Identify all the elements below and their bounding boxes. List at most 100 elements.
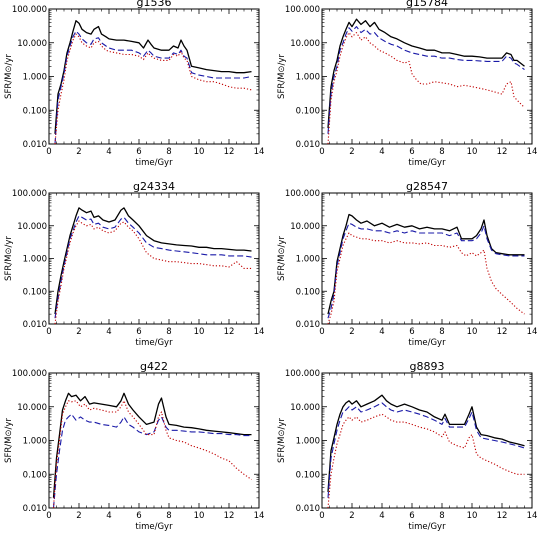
x-axis-label: time/Gyr <box>135 522 173 532</box>
y-tick-label: 100.000 <box>12 369 47 379</box>
plot-frame <box>48 8 260 145</box>
x-tick-label: 6 <box>136 327 141 337</box>
series-line-dashed <box>54 215 252 319</box>
y-axis-label: SFR/M⊙/yr <box>4 54 14 99</box>
x-tick-label: 10 <box>467 511 478 521</box>
x-tick-label: 0 <box>46 147 51 157</box>
x-tick-label: 10 <box>467 327 478 337</box>
y-axis-label: SFR/M⊙/yr <box>4 418 14 463</box>
y-tick-label: 1.000 <box>23 437 47 447</box>
y-tick-label: 1.000 <box>23 73 47 83</box>
series-line-solid <box>327 394 525 492</box>
x-tick-label: 0 <box>319 327 324 337</box>
chart-title: g15784 <box>406 0 448 9</box>
x-tick-label: 0 <box>319 511 324 521</box>
chart-panel: g15784 0 2 4 6 8 10 12 14 0.010 0.100 1.000 10.000 10… <box>277 0 537 168</box>
x-tick-label: 12 <box>497 147 508 157</box>
x-tick-label: 4 <box>106 327 111 337</box>
series-line-dotted <box>52 400 252 508</box>
y-tick-label: 10.000 <box>290 39 320 49</box>
series-line-dashed <box>52 413 252 508</box>
x-tick-label: 8 <box>439 511 444 521</box>
y-tick-label: 100.000 <box>285 369 320 379</box>
chart-panel: g24334 0 2 4 6 8 10 12 14 0.010 0.100 1.000 10.000 10… <box>4 180 264 348</box>
y-tick-label: 10.000 <box>17 39 47 49</box>
chart-panel: g28547 0 2 4 6 8 10 12 14 0.010 0.100 1.000 10.000 10… <box>277 180 537 348</box>
y-tick-label: 1.000 <box>296 437 320 447</box>
y-tick-label: 0.100 <box>23 470 47 480</box>
x-tick-label: 4 <box>106 511 111 521</box>
series-line-dashed <box>327 222 525 319</box>
x-tick-label: 4 <box>106 147 111 157</box>
x-tick-label: 8 <box>166 511 171 521</box>
series-line-dashed <box>327 402 525 498</box>
y-tick-label: 0.010 <box>296 320 320 330</box>
x-tick-label: 10 <box>467 147 478 157</box>
y-tick-label: 100.000 <box>285 189 320 199</box>
x-tick-label: 2 <box>76 147 81 157</box>
series-line-dashed <box>54 30 252 144</box>
chart-title: g8893 <box>410 360 445 373</box>
y-tick-label: 0.100 <box>23 287 47 297</box>
x-axis-label: time/Gyr <box>135 338 173 348</box>
y-axis-label: SFR/M⊙/yr <box>277 418 287 463</box>
x-tick-label: 14 <box>527 147 538 157</box>
y-axis-label: SFR/M⊙/yr <box>277 236 287 281</box>
y-tick-label: 0.010 <box>296 504 320 514</box>
y-tick-label: 10.000 <box>290 403 320 413</box>
x-tick-label: 10 <box>194 327 205 337</box>
x-tick-label: 8 <box>166 147 171 157</box>
x-tick-label: 12 <box>497 511 508 521</box>
series-line-solid <box>327 18 525 128</box>
x-tick-label: 2 <box>349 327 354 337</box>
x-tick-label: 6 <box>409 511 414 521</box>
y-tick-label: 10.000 <box>17 403 47 413</box>
x-tick-label: 4 <box>379 511 384 521</box>
chart-panel: g1536 0 2 4 6 8 10 12 14 0.010 0.100 1.000 10.000 100… <box>4 0 264 168</box>
series-line-dotted <box>327 32 525 144</box>
y-tick-label: 0.010 <box>23 504 47 514</box>
y-tick-label: 10.000 <box>290 222 320 232</box>
x-axis-label: time/Gyr <box>408 158 446 168</box>
chart-title: g422 <box>140 360 168 373</box>
x-tick-label: 2 <box>76 511 81 521</box>
plot-frame <box>321 192 533 325</box>
y-axis-label: SFR/M⊙/yr <box>277 54 287 99</box>
chart-title: g1536 <box>137 0 172 9</box>
y-tick-label: 0.100 <box>296 287 320 297</box>
series-line-solid <box>54 20 252 134</box>
x-tick-label: 0 <box>46 327 51 337</box>
x-tick-label: 0 <box>46 511 51 521</box>
x-axis-label: time/Gyr <box>408 522 446 532</box>
y-tick-label: 0.100 <box>296 470 320 480</box>
x-tick-label: 8 <box>439 327 444 337</box>
y-tick-label: 1.000 <box>23 255 47 265</box>
x-axis-label: time/Gyr <box>135 158 173 168</box>
x-tick-label: 6 <box>409 327 414 337</box>
x-tick-label: 2 <box>349 511 354 521</box>
y-tick-label: 10.000 <box>17 222 47 232</box>
plot-frame <box>321 372 533 509</box>
x-tick-label: 14 <box>254 327 265 337</box>
y-tick-label: 1.000 <box>296 255 320 265</box>
y-tick-label: 0.010 <box>23 320 47 330</box>
y-axis-label: SFR/M⊙/yr <box>4 236 14 281</box>
series-line-dashed <box>327 26 525 134</box>
x-tick-label: 2 <box>349 147 354 157</box>
x-tick-label: 14 <box>254 147 265 157</box>
x-tick-label: 2 <box>76 327 81 337</box>
y-tick-label: 100.000 <box>12 5 47 15</box>
x-tick-label: 10 <box>194 147 205 157</box>
x-tick-label: 12 <box>224 147 235 157</box>
x-tick-label: 12 <box>497 327 508 337</box>
plot-frame <box>321 8 533 145</box>
chart-panel: g422 0 2 4 6 8 10 12 14 0.010 0.100 1.000 10.000 100.… <box>4 360 264 532</box>
x-tick-label: 4 <box>379 147 384 157</box>
x-tick-label: 14 <box>527 327 538 337</box>
y-tick-label: 0.010 <box>296 140 320 150</box>
y-tick-label: 1.000 <box>296 73 320 83</box>
series-line-solid <box>52 392 252 498</box>
chart-title: g24334 <box>133 180 175 193</box>
y-tick-label: 100.000 <box>12 189 47 199</box>
x-tick-label: 14 <box>527 511 538 521</box>
